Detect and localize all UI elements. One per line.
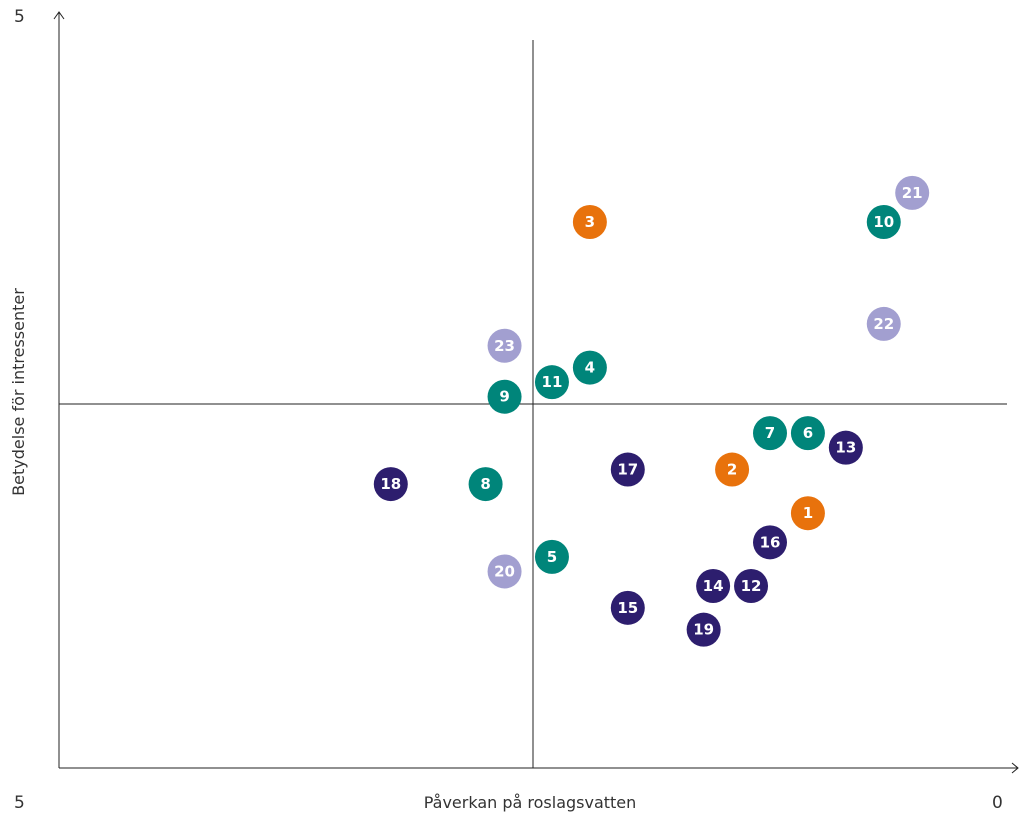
data-point-marker: [696, 569, 731, 603]
data-point-label: 21: [902, 184, 923, 202]
data-point-marker: [610, 590, 645, 625]
data-point-16: 16: [753, 525, 787, 560]
data-point-22: 22: [866, 306, 901, 341]
data-point-9: 9: [487, 379, 522, 414]
data-point-marker: [610, 452, 645, 487]
y-axis-arrow: [53, 11, 65, 20]
data-point-marker: [468, 467, 503, 502]
data-point-marker: [828, 430, 863, 465]
data-point-label: 20: [494, 562, 515, 580]
data-point-label: 22: [873, 315, 894, 333]
data-point-label: 9: [499, 388, 509, 406]
data-point-marker: [866, 205, 901, 239]
data-point-10: 10: [866, 205, 901, 239]
x-axis-arrow: [1011, 762, 1019, 774]
data-point-21: 21: [895, 175, 930, 210]
data-point-marker: [753, 525, 787, 560]
data-point-15: 15: [610, 590, 645, 625]
data-point-marker: [487, 328, 522, 363]
data-point-3: 3: [572, 205, 607, 239]
data-point-2: 2: [715, 452, 750, 487]
data-point-19: 19: [686, 612, 721, 647]
data-point-marker: [534, 365, 569, 400]
data-point-8: 8: [468, 467, 503, 502]
axes: [53, 11, 1019, 774]
data-point-marker: [572, 350, 607, 385]
data-point-label: 16: [760, 533, 781, 551]
data-point-label: 19: [693, 621, 714, 639]
quadrant-dividers: [59, 40, 1007, 768]
data-point-17: 17: [610, 452, 645, 487]
data-point-label: 15: [617, 599, 638, 617]
data-point-marker: [734, 569, 769, 603]
data-point-12: 12: [734, 569, 769, 603]
data-point-23: 23: [487, 328, 522, 363]
data-point-label: 14: [703, 577, 724, 595]
x-axis-end-label: 0: [992, 793, 1003, 813]
data-point-label: 6: [803, 424, 813, 442]
data-point-label: 12: [741, 577, 762, 595]
data-point-marker: [866, 306, 901, 341]
data-point-marker: [572, 205, 607, 239]
data-point-5: 5: [534, 539, 569, 574]
data-point-4: 4: [572, 350, 607, 385]
data-point-label: 17: [617, 461, 638, 479]
data-point-marker: [373, 467, 408, 502]
data-point-7: 7: [753, 416, 787, 451]
data-point-marker: [790, 416, 825, 451]
data-point-label: 3: [585, 213, 595, 231]
data-point-marker: [715, 452, 750, 487]
data-point-marker: [686, 612, 721, 647]
data-point-18: 18: [373, 467, 408, 502]
data-point-marker: [753, 416, 787, 451]
data-point-label: 13: [835, 439, 856, 457]
data-point-label: 7: [765, 424, 775, 442]
x-axis-title: Påverkan på roslagsvatten: [424, 793, 637, 812]
data-point-13: 13: [828, 430, 863, 465]
data-point-marker: [487, 554, 522, 589]
data-point-label: 5: [547, 548, 557, 566]
data-point-label: 23: [494, 337, 515, 355]
data-point-20: 20: [487, 554, 522, 589]
data-point-label: 18: [380, 475, 401, 493]
y-axis-title: Betydelse för intressenter: [9, 288, 28, 496]
data-point-11: 11: [534, 365, 569, 400]
data-point-label: 10: [873, 213, 894, 231]
data-point-label: 11: [542, 373, 563, 391]
data-point-1: 1: [790, 496, 825, 531]
data-point-marker: [534, 539, 569, 574]
data-point-label: 1: [803, 504, 813, 522]
data-point-label: 8: [480, 475, 490, 493]
data-point-marker: [487, 379, 522, 414]
data-point-marker: [790, 496, 825, 531]
data-point-14: 14: [696, 569, 731, 603]
data-point-label: 4: [585, 359, 595, 377]
y-axis-max-label: 5: [14, 7, 25, 27]
data-point-label: 2: [727, 461, 737, 479]
data-point-6: 6: [790, 416, 825, 451]
x-axis-start-label: 5: [14, 793, 25, 813]
data-point-marker: [895, 175, 930, 210]
